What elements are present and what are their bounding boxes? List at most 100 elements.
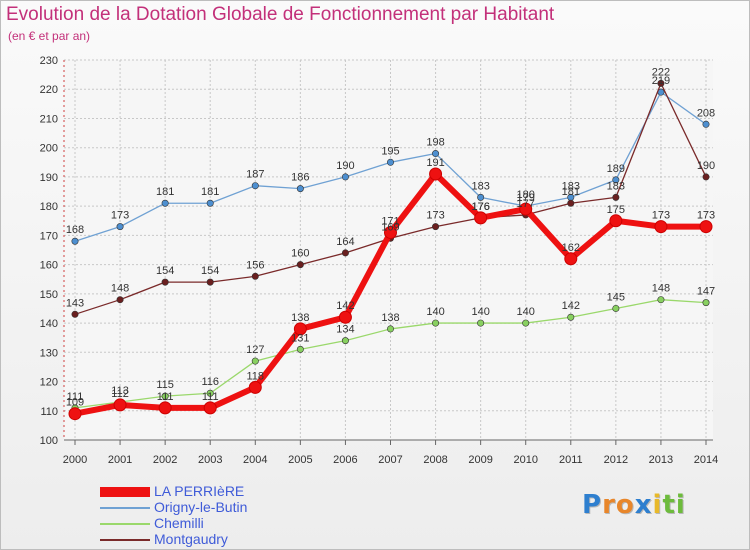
data-point <box>386 325 394 333</box>
legend-swatch <box>100 487 150 497</box>
data-label: 179 <box>517 192 535 204</box>
data-label: 183 <box>607 180 625 192</box>
data-point <box>386 158 394 166</box>
data-label: 140 <box>426 306 444 318</box>
data-label: 169 <box>381 221 399 233</box>
data-point <box>657 296 665 304</box>
data-point <box>296 261 304 269</box>
data-label: 190 <box>697 160 715 172</box>
data-label: 175 <box>607 204 625 216</box>
x-tick-label: 2007 <box>378 454 402 466</box>
data-label: 164 <box>336 236 354 248</box>
legend-label: Montgaudry <box>154 531 228 547</box>
data-point <box>702 173 710 181</box>
data-point <box>519 202 533 216</box>
data-label: 186 <box>291 172 309 184</box>
data-label: 183 <box>471 180 489 192</box>
data-label: 112 <box>111 388 129 400</box>
data-label: 142 <box>336 300 354 312</box>
data-point <box>251 182 259 190</box>
data-point <box>612 176 620 184</box>
data-point <box>296 185 304 193</box>
legend-swatch <box>100 507 150 509</box>
legend-label: LA PERRIèRE <box>154 483 245 499</box>
data-label: 160 <box>291 248 309 260</box>
logo-letter: r <box>602 490 616 520</box>
plot-area <box>64 60 713 440</box>
data-label: 140 <box>517 306 535 318</box>
data-point <box>432 150 440 158</box>
data-point <box>293 322 307 336</box>
data-point <box>251 272 259 280</box>
proxiti-logo: Proxiti <box>582 490 686 520</box>
data-point <box>116 296 124 304</box>
y-tick-label: 190 <box>40 172 58 184</box>
data-point <box>161 392 169 400</box>
logo-letter: i <box>652 490 663 520</box>
data-point <box>161 199 169 207</box>
data-point <box>702 299 710 307</box>
data-point <box>612 193 620 201</box>
x-tick-label: 2002 <box>153 454 177 466</box>
legend-item: Origny-le-Butin <box>100 499 300 516</box>
x-tick-label: 2010 <box>513 454 537 466</box>
data-label: 176 <box>471 201 489 213</box>
data-label: 177 <box>517 198 535 210</box>
data-label: 181 <box>201 186 219 198</box>
y-tick-label: 170 <box>40 230 58 242</box>
data-point <box>206 199 214 207</box>
data-point <box>657 79 665 87</box>
x-tick-label: 2011 <box>559 454 583 466</box>
chart-title: Evolution de la Dotation Globale de Fonc… <box>6 4 555 25</box>
data-label: 143 <box>66 297 84 309</box>
logo-letter: P <box>582 490 603 520</box>
data-point <box>567 313 575 321</box>
data-label: 180 <box>517 189 535 201</box>
data-point <box>248 380 262 394</box>
data-label: 190 <box>336 160 354 172</box>
data-point <box>474 211 488 225</box>
data-label: 113 <box>111 385 129 397</box>
data-label: 168 <box>66 224 84 236</box>
data-label: 116 <box>201 376 219 388</box>
data-label: 187 <box>246 169 264 181</box>
x-tick-label: 2004 <box>243 454 267 466</box>
data-label: 173 <box>697 210 715 222</box>
y-tick-label: 220 <box>40 84 58 96</box>
logo-letter: i <box>675 490 686 520</box>
data-point <box>522 319 530 327</box>
data-point <box>654 220 668 234</box>
data-point <box>612 304 620 312</box>
data-point <box>71 310 79 318</box>
y-tick-label: 140 <box>40 318 58 330</box>
data-point <box>477 319 485 327</box>
data-label: 219 <box>652 75 670 87</box>
chart-legend: LA PERRIèRE Origny-le-Butin Chemilli Montga… <box>100 483 300 548</box>
data-point <box>429 167 443 181</box>
x-tick-label: 2000 <box>63 454 87 466</box>
data-point <box>567 199 575 207</box>
data-label: 181 <box>156 186 174 198</box>
x-tick-label: 2006 <box>333 454 357 466</box>
y-tick-label: 130 <box>40 347 58 359</box>
y-tick-label: 110 <box>40 406 58 418</box>
logo-letter: t <box>662 490 676 520</box>
data-point <box>477 193 485 201</box>
data-label: 176 <box>471 201 489 213</box>
data-point <box>68 407 82 421</box>
data-label: 145 <box>607 291 625 303</box>
data-label: 208 <box>697 107 715 119</box>
data-label: 111 <box>202 391 219 403</box>
data-label: 148 <box>652 283 670 295</box>
y-tick-label: 180 <box>40 201 58 213</box>
data-point <box>161 278 169 286</box>
data-point <box>338 310 352 324</box>
data-point <box>699 220 713 234</box>
x-tick-label: 2012 <box>604 454 628 466</box>
data-label: 140 <box>471 306 489 318</box>
data-label: 154 <box>156 265 174 277</box>
x-tick-label: 2009 <box>468 454 492 466</box>
data-label: 127 <box>246 344 264 356</box>
x-tick-label: 2005 <box>288 454 312 466</box>
data-label: 198 <box>426 137 444 149</box>
